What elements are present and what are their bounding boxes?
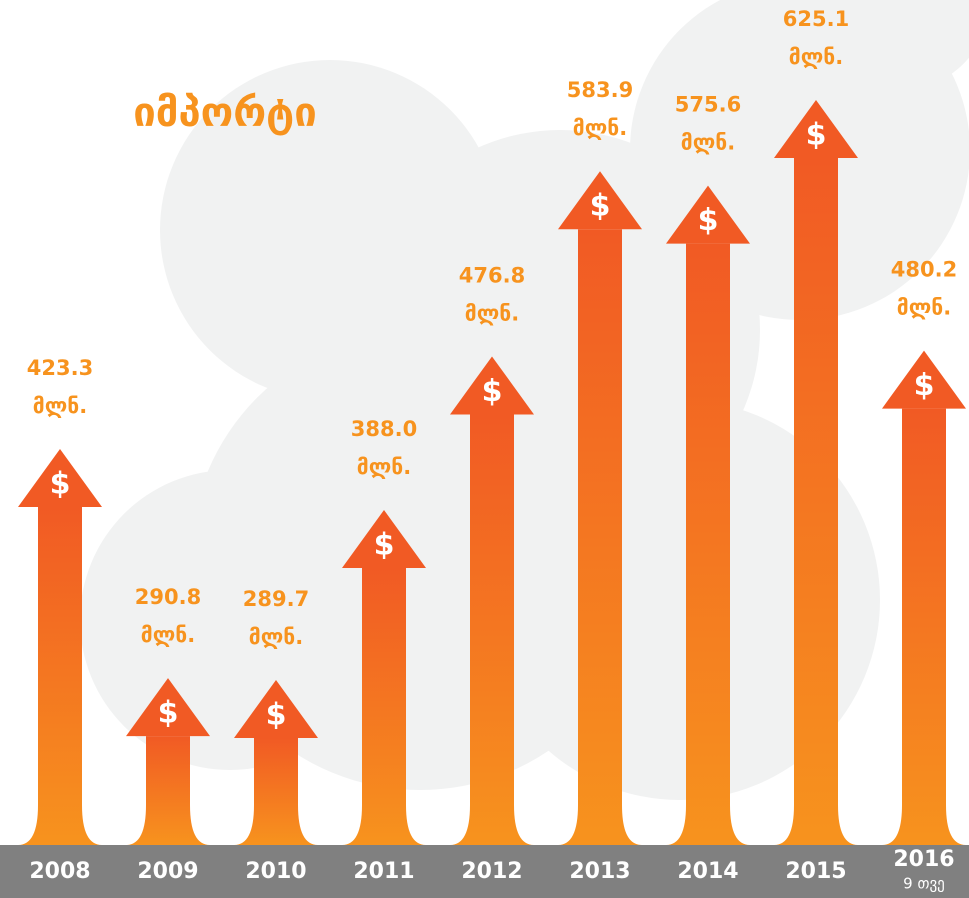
x-tick-label: 2012 [461,859,522,884]
value-label: 476.8 [459,263,525,287]
arrow-shaft [450,414,534,845]
unit-label: მლნ. [249,625,303,649]
arrow-shaft [342,568,426,845]
x-tick-label: 2016 [893,847,954,872]
value-label: 625.1 [783,7,849,31]
arrow-shaft [774,158,858,845]
category-strip [0,845,969,898]
unit-label: მლნ. [33,394,87,418]
arrow-head [882,350,966,409]
arrow-shaft [666,243,750,845]
arrow-head [234,680,318,738]
arrow-bar: $ [126,678,210,845]
x-tick-label: 2010 [245,859,306,884]
dollar-icon: $ [914,368,935,403]
arrow-head [342,510,426,569]
x-tick-label: 2011 [353,859,414,884]
period-note: 9 თვე [903,875,945,893]
value-label: 583.9 [567,78,633,102]
arrow-head [126,678,210,737]
unit-label: მლნ. [357,455,411,479]
arrow-bar: $ [666,185,750,845]
arrow-bar: $ [342,510,426,845]
x-tick-label: 2013 [569,859,630,884]
dollar-icon: $ [158,696,179,731]
arrow-bar: $ [450,356,534,845]
unit-label: მლნ. [897,296,951,320]
dollar-icon: $ [698,203,719,238]
arrow-shaft [234,738,318,845]
value-label: 289.7 [243,587,309,611]
unit-label: მლნ. [789,45,843,69]
arrow-head [18,448,102,507]
chart-title: იმპორტი [133,90,316,136]
value-label: 575.6 [675,93,741,117]
arrow-shaft [126,736,210,845]
unit-label: მლნ. [141,623,195,647]
arrow-shaft [558,229,642,845]
unit-label: მლნ. [573,116,627,140]
value-label: 480.2 [891,258,957,282]
x-tick-label: 2015 [785,859,846,884]
arrow-head [558,171,642,230]
dollar-icon: $ [266,698,287,733]
x-tick-label: 2008 [29,859,90,884]
dollar-icon: $ [50,466,71,501]
dollar-icon: $ [806,118,827,153]
arrow-bar: $ [882,350,966,845]
dollar-icon: $ [374,528,395,563]
value-label: 290.8 [135,585,201,609]
arrow-bar: $ [774,100,858,845]
arrow-head [774,100,858,158]
arrow-head [666,185,750,244]
value-label: 423.3 [27,356,93,380]
arrow-shaft [882,408,966,845]
arrow-bar: $ [234,680,318,845]
dollar-icon: $ [590,189,611,224]
x-tick-label: 2009 [137,859,198,884]
unit-label: მლნ. [465,301,519,325]
arrow-shaft [18,506,102,845]
arrow-head [450,356,534,415]
x-tick-label: 2014 [677,859,738,884]
arrow-bar: $ [18,448,102,845]
arrow-bar: $ [558,171,642,845]
value-label: 388.0 [351,417,417,441]
dollar-icon: $ [482,374,503,409]
unit-label: მლნ. [681,131,735,155]
